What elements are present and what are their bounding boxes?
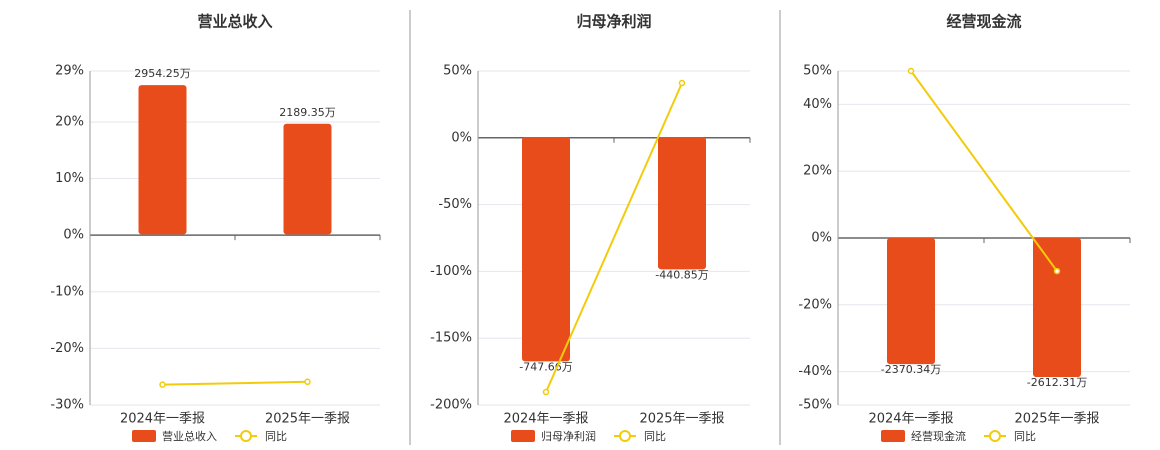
value-label: -2612.31万 — [1027, 376, 1087, 389]
y-tick-label: -50% — [438, 197, 472, 212]
line — [910, 70, 1058, 272]
y-tick-label: -30% — [50, 398, 84, 413]
y-tick-label: 0% — [811, 231, 832, 246]
point — [159, 381, 166, 388]
x-tick-label: 2025年一季报 — [639, 412, 724, 427]
x-tick-label: 2024年一季报 — [120, 412, 205, 427]
y-tick-label: -150% — [430, 331, 472, 346]
bar — [283, 123, 332, 235]
y-tick-label: 0% — [451, 130, 472, 145]
bar — [887, 238, 935, 365]
y-tick-label: -10% — [50, 284, 84, 299]
y-tick-label: -200% — [430, 398, 472, 413]
point — [678, 79, 686, 87]
y-tick-label: 50% — [803, 64, 832, 79]
y-tick-label: 29% — [55, 64, 84, 79]
x-tick-label: 2025年一季报 — [265, 412, 350, 427]
chart-title: 经营现金流 — [946, 13, 1021, 31]
legend-marker — [989, 430, 1001, 442]
y-tick-label: -20% — [50, 341, 84, 356]
y-tick-label: -50% — [798, 398, 832, 413]
value-label: -747.66万 — [519, 360, 572, 373]
y-tick-label: -100% — [430, 264, 472, 279]
point — [304, 378, 311, 386]
y-tick-label: -40% — [798, 364, 832, 379]
point — [907, 67, 915, 75]
legend-marker — [619, 430, 631, 442]
x-tick-label: 2025年一季报 — [1014, 412, 1099, 427]
y-tick-label: 10% — [55, 171, 84, 186]
x-tick-label: 2024年一季报 — [868, 412, 953, 427]
bar — [1033, 238, 1081, 377]
bar — [658, 137, 706, 270]
y-tick-label: 50% — [443, 64, 472, 79]
legend-marker — [511, 430, 535, 442]
bar — [522, 137, 570, 362]
legend-label: 同比 — [1014, 430, 1036, 443]
legend-label: 经营现金流 — [911, 429, 966, 443]
value-label: -2370.34万 — [881, 363, 941, 376]
legend-marker — [881, 430, 905, 442]
x-tick-label: 2024年一季报 — [503, 412, 588, 427]
line — [545, 82, 683, 393]
chart-title: 营业总收入 — [197, 13, 272, 31]
legend-label: 归母净利润 — [541, 429, 596, 443]
bar — [138, 85, 187, 235]
y-tick-label: 40% — [803, 97, 832, 112]
chart-title: 归母净利润 — [576, 13, 651, 31]
y-tick-label: 20% — [55, 114, 84, 129]
legend-marker — [132, 430, 156, 442]
value-label: -440.85万 — [655, 268, 708, 281]
line — [162, 380, 308, 386]
legend-label: 营业总收入 — [162, 429, 217, 443]
y-tick-label: -20% — [798, 297, 832, 312]
legend-label: 同比 — [644, 430, 666, 443]
legend-marker — [240, 430, 252, 442]
value-label: 2954.25万 — [134, 67, 191, 80]
y-tick-label: 20% — [803, 164, 832, 179]
legend-label: 同比 — [265, 430, 287, 443]
point — [542, 388, 550, 396]
y-tick-label: 0% — [63, 228, 84, 243]
value-label: 2189.35万 — [279, 106, 336, 119]
point — [1053, 267, 1061, 275]
